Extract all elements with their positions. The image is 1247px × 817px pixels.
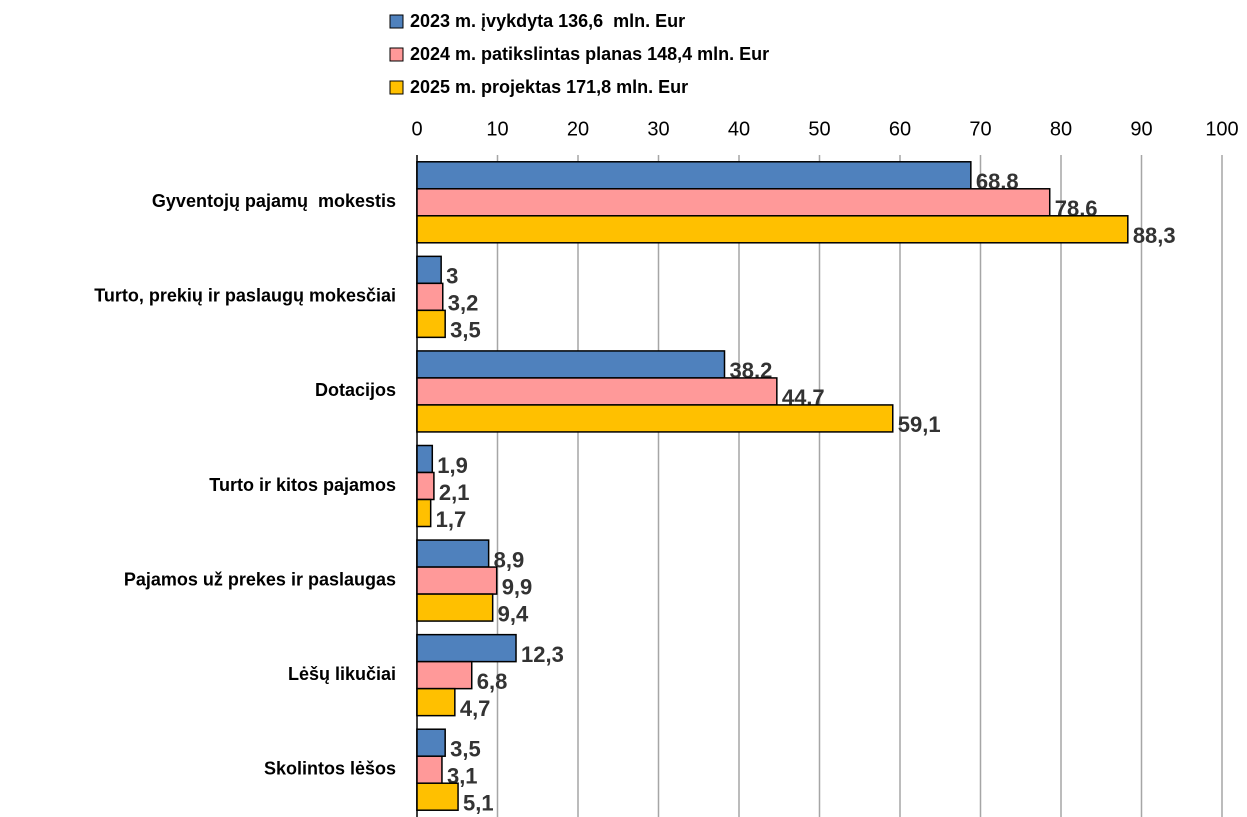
bar	[416, 728, 446, 757]
data-label: 4,7	[460, 696, 491, 721]
y-tick-label: Dotacijos	[315, 380, 396, 400]
bar	[416, 309, 446, 339]
x-tick-label: 50	[808, 118, 830, 140]
bar	[416, 215, 1129, 244]
y-tick-label: Gyventojų pajamų mokestis	[152, 191, 396, 211]
bar	[416, 471, 435, 501]
bar	[416, 444, 434, 474]
bar	[416, 687, 456, 717]
data-label: 9,9	[502, 574, 533, 599]
legend-swatch	[389, 47, 404, 62]
x-tick-label: 100	[1205, 118, 1238, 140]
x-tick-label: 80	[1050, 118, 1072, 140]
data-label: 3,5	[450, 318, 481, 343]
bar	[416, 755, 443, 784]
bar	[416, 782, 459, 811]
bar	[416, 660, 473, 690]
bar	[416, 404, 894, 433]
data-label: 6,8	[477, 669, 508, 694]
y-tick-label: Turto, prekių ir paslaugų mokesčiai	[94, 286, 396, 306]
data-label: 3,5	[450, 737, 481, 762]
bar	[416, 188, 1051, 217]
y-tick-label: Turto ir kitos pajamos	[209, 475, 396, 495]
x-tick-label: 0	[411, 118, 422, 140]
y-tick-label: Pajamos už prekes ir paslaugas	[124, 569, 396, 589]
bar	[416, 633, 517, 663]
data-label: 1,9	[437, 453, 468, 478]
bar	[416, 282, 444, 312]
data-label: 3	[446, 264, 458, 289]
bar	[416, 350, 726, 379]
bar	[416, 593, 494, 622]
data-label: 8,9	[494, 547, 525, 572]
x-tick-label: 90	[1130, 118, 1152, 140]
legend-label: 2025 m. projektas 171,8 mln. Eur	[410, 77, 688, 97]
bar	[416, 161, 972, 190]
legend-swatch	[389, 80, 404, 95]
bar	[416, 566, 498, 595]
legend-swatch	[389, 14, 404, 29]
y-tick-label: Lėšų likučiai	[288, 664, 396, 684]
x-tick-label: 30	[647, 118, 669, 140]
x-tick-label: 60	[889, 118, 911, 140]
y-tick-label: Skolintos lėšos	[264, 758, 396, 778]
x-tick-label: 40	[728, 118, 750, 140]
x-tick-label: 70	[969, 118, 991, 140]
data-label: 9,4	[498, 601, 529, 626]
data-label: 88,3	[1133, 223, 1176, 248]
legend-label: 2024 m. patikslintas planas 148,4 mln. E…	[410, 44, 769, 64]
bar	[416, 498, 432, 528]
x-tick-label: 10	[486, 118, 508, 140]
data-label: 2,1	[439, 480, 470, 505]
data-label: 59,1	[898, 412, 941, 437]
data-label: 12,3	[521, 642, 564, 667]
data-label: 3,2	[448, 291, 479, 316]
data-label: 5,1	[463, 791, 494, 816]
bar	[416, 539, 490, 568]
bar	[416, 377, 778, 406]
data-label: 1,7	[436, 507, 467, 532]
x-tick-label: 20	[567, 118, 589, 140]
bar	[416, 255, 442, 285]
legend-label: 2023 m. įvykdyta 136,6 mln. Eur	[410, 11, 685, 31]
